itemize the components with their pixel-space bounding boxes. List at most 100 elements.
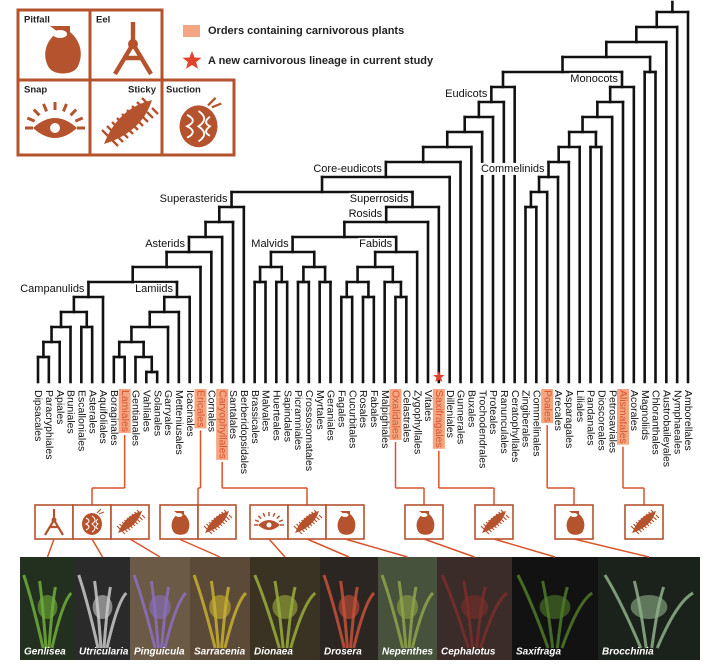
clade-label-bg <box>134 282 175 295</box>
photo-plant <box>560 591 594 649</box>
icon-part <box>50 123 60 133</box>
trap-icon-eel <box>113 22 153 76</box>
order-label: Bruniales <box>65 390 77 434</box>
order-label: Geraniales <box>325 390 337 441</box>
trap-icon-pitfall <box>566 511 585 535</box>
photo-plant <box>253 574 281 649</box>
clade-label: Campanulids <box>20 283 85 295</box>
photo-plant <box>77 574 100 649</box>
trap-label: Eel <box>96 15 110 26</box>
clade-label: Malvids <box>251 238 289 250</box>
icon-part <box>341 513 349 517</box>
order-label: Cucurbitales <box>346 390 358 448</box>
photo-plant <box>289 591 317 649</box>
photo-label: Sarracenia <box>194 647 246 658</box>
photo-plant <box>410 591 435 649</box>
icon-part <box>480 509 510 535</box>
connector <box>423 538 475 558</box>
clade-label-bg <box>144 237 187 250</box>
clade-label-bg <box>158 192 230 205</box>
icon-part <box>51 517 57 523</box>
order-label: Ranunculales <box>498 390 510 454</box>
icon-part <box>203 509 233 535</box>
tree <box>36 0 690 384</box>
photo-label: Drosera <box>324 647 362 658</box>
connector <box>46 538 55 558</box>
carnivorous-highlight <box>617 389 629 445</box>
order-label: Amborellales <box>682 390 694 451</box>
clade-label-bg <box>348 192 411 205</box>
icon-part <box>205 511 229 533</box>
order-label: Lamiales <box>119 390 131 432</box>
legend-label: A new carnivorous lineage in current stu… <box>208 55 434 67</box>
icon-part <box>104 100 152 144</box>
photo-plant <box>322 574 346 649</box>
icon-part <box>175 513 183 517</box>
trap-icon-suction <box>179 96 222 148</box>
legend-swatch <box>183 25 200 37</box>
order-label: Liliales <box>574 390 586 422</box>
photo-label: Pinguicula <box>134 647 185 658</box>
photo-plant <box>539 595 571 619</box>
order-label: Magnoliids <box>639 390 651 440</box>
photo-plant <box>516 574 550 649</box>
icon-part <box>337 511 356 535</box>
icon-part <box>128 39 138 49</box>
clade-label: Rosids <box>349 208 383 220</box>
clade-label-bg <box>19 282 86 295</box>
icon-part <box>84 515 99 533</box>
trap-icon-pitfall <box>171 511 190 535</box>
trap-icon-eel <box>44 509 64 536</box>
order-label: Paracryphiales <box>43 390 55 459</box>
clade-label: Superrosids <box>350 193 409 205</box>
order-label: Acorales <box>628 390 640 431</box>
icon-part <box>118 511 142 533</box>
order-label: Crossosomatales <box>303 390 315 471</box>
clade-label-bg <box>347 207 384 220</box>
order-label: Icacinales <box>184 390 196 437</box>
clade-label: Commelinids <box>481 163 545 175</box>
order-label: Aquifoliales <box>97 390 109 444</box>
legend-frame <box>16 78 236 157</box>
clade-label: Core-eudicots <box>313 163 382 175</box>
order-label: Saxifragales <box>433 390 445 448</box>
photo-plant <box>209 595 231 619</box>
photo-label: Nepenthes <box>382 647 434 658</box>
trap-icon-pitfall <box>45 26 81 74</box>
icon-part <box>53 30 67 38</box>
trap-icon-sticky <box>480 509 510 535</box>
connector <box>129 538 161 558</box>
icon-part <box>420 513 428 517</box>
icon-part <box>295 511 319 533</box>
icon-part <box>293 509 323 535</box>
carnivorous-highlight <box>194 389 207 429</box>
icon-part <box>632 511 656 533</box>
icon-part <box>266 522 272 528</box>
photo-plant <box>272 595 298 619</box>
order-label: Austrobaileyales <box>661 390 673 467</box>
order-label: Arecales <box>552 390 564 431</box>
icon-part <box>113 22 153 76</box>
order-label: Petrosaviales <box>606 390 618 453</box>
icon-part <box>44 509 64 536</box>
photo-label: Dionaea <box>254 647 293 658</box>
trap-icon-suction <box>82 508 105 535</box>
new-lineage-star <box>433 371 445 382</box>
order-label: Vahliales <box>141 390 153 432</box>
trap-label: Pitfall <box>24 15 50 26</box>
icon-part <box>566 511 585 535</box>
order-label: Ericales <box>195 390 207 427</box>
photo-plant <box>149 595 171 619</box>
order-label: Gentianales <box>130 390 142 446</box>
icon-part <box>96 508 105 515</box>
order-label: Dilleniales <box>444 390 456 438</box>
order-label: Oxalidales <box>390 390 402 439</box>
carnivorous-highlight <box>432 389 445 449</box>
photo-plant <box>630 595 668 619</box>
legend-star <box>182 51 202 69</box>
photo-plant <box>50 591 73 649</box>
photo-plant <box>223 591 248 649</box>
photo-plant <box>380 574 405 649</box>
order-label: Malpighiales <box>379 390 391 448</box>
order-label: Buxales <box>466 390 478 427</box>
